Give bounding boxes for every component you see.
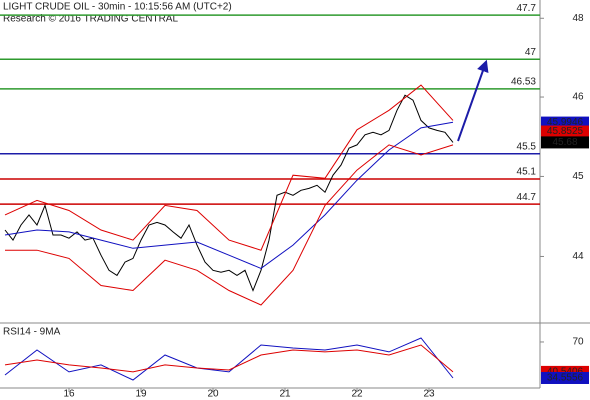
level-label: 45.5 (517, 141, 537, 152)
y-tick-label: 48 (572, 13, 584, 24)
y-tick-label: 46 (572, 92, 584, 103)
level-label: 47.7 (517, 3, 537, 14)
level-label: 44.7 (517, 192, 537, 203)
y-tick-label: 70 (572, 337, 584, 348)
series-line (5, 144, 454, 306)
price-label: 45.9946 (547, 117, 584, 128)
x-tick-label: 23 (423, 389, 435, 400)
series-line (4, 344, 454, 373)
level-label: 45.1 (517, 167, 537, 178)
x-tick-label: 21 (279, 389, 291, 400)
price-label: 45.8525 (547, 126, 584, 137)
level-label: 47 (525, 47, 537, 58)
price-label: 45.68 (552, 137, 577, 148)
chart-title: LIGHT CRUDE OIL - 30min - 10:15:56 AM (U… (3, 2, 232, 13)
chart-subtitle: Research © 2016 TRADING CENTRAL (3, 14, 178, 25)
rsi-title: RSI14 - 9MA (3, 327, 61, 338)
series-line (4, 121, 454, 269)
x-tick-label: 22 (351, 389, 363, 400)
series-line (4, 84, 454, 251)
projection-arrow (457, 59, 489, 142)
x-tick-label: 16 (63, 389, 75, 400)
x-tick-label: 19 (135, 389, 147, 400)
level-label: 46.53 (511, 76, 536, 87)
price-label-box (541, 125, 589, 138)
y-tick-label: 45 (572, 171, 584, 182)
y-tick-label: 44 (572, 251, 584, 262)
price-label-box (541, 136, 589, 149)
x-tick-label: 20 (207, 389, 219, 400)
series-line (4, 337, 454, 381)
price-label: 34.5556 (547, 373, 584, 384)
price-label-box (541, 371, 589, 384)
